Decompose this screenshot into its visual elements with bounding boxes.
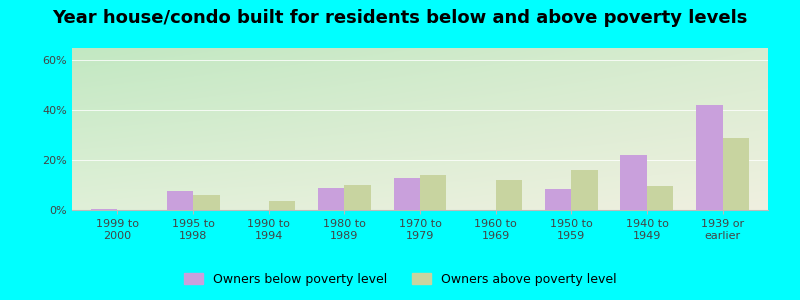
Bar — [545, 189, 571, 210]
Bar — [344, 185, 371, 210]
Bar — [571, 170, 598, 210]
Bar — [696, 105, 722, 210]
Legend: Owners below poverty level, Owners above poverty level: Owners below poverty level, Owners above… — [179, 268, 621, 291]
Bar — [166, 191, 193, 210]
Bar — [722, 138, 749, 210]
Bar — [621, 155, 647, 210]
Bar — [394, 178, 420, 210]
Bar — [91, 209, 118, 210]
Bar — [193, 195, 219, 210]
Bar — [420, 175, 446, 210]
Bar — [496, 180, 522, 210]
Text: Year house/condo built for residents below and above poverty levels: Year house/condo built for residents bel… — [52, 9, 748, 27]
Bar — [647, 186, 674, 210]
Bar — [318, 188, 344, 210]
Bar — [269, 201, 295, 210]
